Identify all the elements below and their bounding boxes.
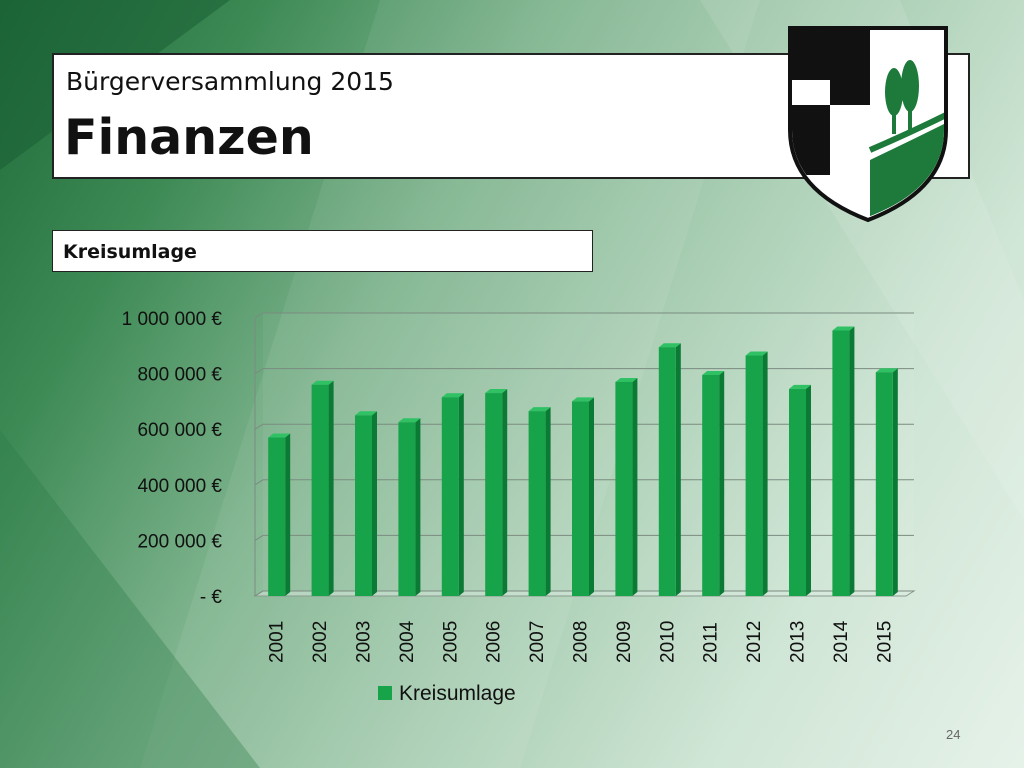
bar-side xyxy=(719,370,725,596)
section-box: Kreisumlage xyxy=(52,230,593,272)
bar xyxy=(398,422,416,596)
x-tick-label: 2004 xyxy=(397,620,418,663)
gridline xyxy=(254,479,914,486)
x-tick-label: 2007 xyxy=(527,621,548,663)
bar xyxy=(875,372,893,596)
x-tick-label: 2002 xyxy=(310,621,331,663)
bar-top xyxy=(832,326,855,331)
x-tick-label: 2009 xyxy=(614,621,635,663)
x-tick-label: 2001 xyxy=(267,621,288,663)
bar-side xyxy=(415,418,421,596)
bar xyxy=(789,388,806,596)
bar-side xyxy=(372,411,377,596)
bar xyxy=(485,393,503,596)
bar xyxy=(268,437,286,596)
bar xyxy=(355,415,372,596)
x-tick-label: 2008 xyxy=(571,621,592,663)
bar-side xyxy=(502,389,508,596)
bar xyxy=(528,411,546,596)
gridline xyxy=(254,368,914,375)
x-tick-label: 2012 xyxy=(744,621,765,663)
bar xyxy=(441,397,459,596)
x-tick-label: 2006 xyxy=(484,621,505,663)
bar-side xyxy=(892,368,898,596)
legend-swatch xyxy=(378,686,392,700)
x-tick-label: 2010 xyxy=(657,621,678,663)
y-tick-label: 1 000 000 € xyxy=(122,309,223,330)
coat-of-arms-logo xyxy=(788,26,948,223)
y-tick-label: 800 000 € xyxy=(137,365,222,386)
bar-top xyxy=(615,377,638,382)
gridline xyxy=(254,590,914,597)
bar-top xyxy=(875,368,898,373)
bar xyxy=(311,384,329,596)
bar-side xyxy=(762,351,768,596)
bar xyxy=(658,347,676,596)
x-tick-label: 2014 xyxy=(831,620,852,663)
x-tick-label: 2011 xyxy=(701,622,722,663)
bar xyxy=(745,355,763,596)
bar-top xyxy=(789,384,811,389)
bar-top xyxy=(311,380,334,385)
x-tick-label: 2013 xyxy=(788,621,809,663)
slide-title: Finanzen xyxy=(64,109,314,166)
bar-side xyxy=(545,407,551,596)
bar-top xyxy=(268,433,291,438)
bar-top xyxy=(572,397,594,402)
bar-side xyxy=(285,433,291,596)
x-tick-label: 2015 xyxy=(874,621,895,663)
x-tick-label: 2005 xyxy=(440,621,461,663)
gridline xyxy=(254,423,914,430)
bar xyxy=(572,401,589,596)
legend-label: Kreisumlage xyxy=(399,682,516,705)
bar-side xyxy=(328,380,334,596)
title-box: Bürgerversammlung 2015 Finanzen xyxy=(52,53,970,179)
x-tick-label: 2003 xyxy=(354,621,375,663)
bar-top xyxy=(528,407,551,412)
y-tick-label: 200 000 € xyxy=(137,531,222,552)
bar-top xyxy=(398,418,421,423)
y-tick-label: 400 000 € xyxy=(137,476,222,497)
bar-top xyxy=(485,389,508,394)
bar xyxy=(615,381,633,596)
bar-side xyxy=(675,343,681,596)
gridline xyxy=(254,534,914,541)
bar-top xyxy=(702,370,725,375)
bar-side xyxy=(632,377,638,596)
bar-top xyxy=(441,393,464,398)
bar xyxy=(832,330,850,596)
bar-side xyxy=(849,326,855,596)
slide-subtitle: Bürgerversammlung 2015 xyxy=(66,67,394,96)
page-number: 24 xyxy=(946,727,961,742)
y-tick-label: 600 000 € xyxy=(137,420,222,441)
bar-side xyxy=(806,384,811,596)
bar xyxy=(702,374,720,596)
section-label: Kreisumlage xyxy=(63,241,197,263)
bar-side xyxy=(589,397,594,596)
bar-top xyxy=(745,351,768,356)
bar-side xyxy=(458,393,464,596)
bar-top xyxy=(658,343,681,348)
bar-top xyxy=(355,411,377,416)
gridline xyxy=(254,312,914,319)
y-tick-label: - € xyxy=(200,587,223,608)
